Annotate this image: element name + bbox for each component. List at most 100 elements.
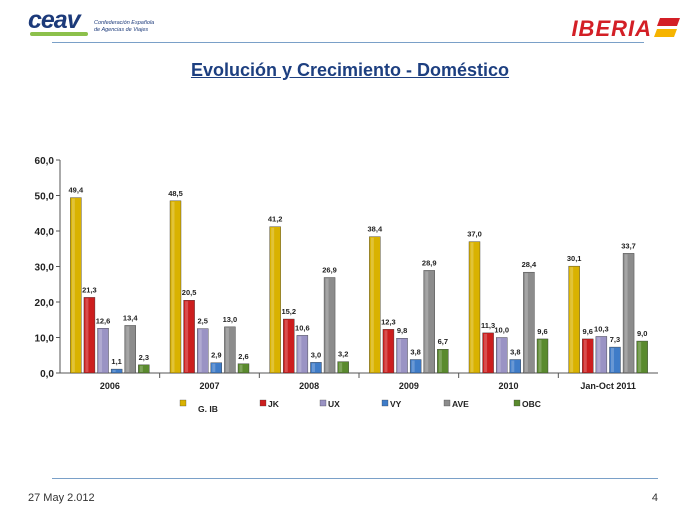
ceav-logo-subtitle: Confederación Española de Agencias de Vi…: [94, 20, 174, 33]
data-label: 12,6: [96, 316, 111, 325]
data-label: 37,0: [467, 230, 482, 239]
data-label: 2,5: [197, 317, 207, 326]
bar-highlight: [99, 329, 103, 372]
y-tick-label: 50,0: [35, 192, 55, 203]
data-label: 9,8: [397, 326, 407, 335]
data-label: 2,3: [139, 353, 149, 362]
bar-highlight: [384, 330, 388, 372]
legend-label: UX: [328, 399, 340, 409]
bar: [423, 270, 435, 374]
bar: [622, 253, 635, 374]
bar-highlight: [339, 362, 343, 372]
data-label: 9,0: [637, 329, 647, 338]
bar: [595, 336, 608, 374]
bar-highlight: [325, 278, 329, 372]
data-label: 48,5: [168, 189, 183, 198]
x-tick-label: 2008: [299, 381, 319, 391]
data-label: 49,4: [69, 186, 84, 195]
bar-highlight: [284, 320, 288, 372]
data-label: 38,4: [368, 225, 383, 234]
bar-highlight: [570, 267, 574, 372]
bar: [523, 271, 535, 374]
data-label: 3,8: [410, 348, 420, 357]
bar-highlight: [583, 339, 587, 372]
bar: [437, 349, 449, 374]
bar: [337, 361, 349, 374]
slide-title: Evolución y Crecimiento - Doméstico: [190, 60, 510, 80]
data-label: 28,4: [522, 260, 537, 269]
data-label: 21,3: [82, 285, 97, 294]
bar-highlight: [610, 348, 614, 372]
bar-highlight: [298, 336, 302, 372]
data-label: 2,9: [211, 351, 221, 360]
legend-label: JK: [268, 399, 280, 409]
legend-swatch: [259, 399, 267, 407]
bar-highlight: [538, 339, 542, 372]
bar: [568, 265, 580, 374]
x-tick-label: 2009: [399, 381, 419, 391]
ceav-sub-line-2: de Agencias de Viajes: [94, 26, 149, 33]
y-tick-label: 0,0: [40, 369, 54, 380]
bar: [283, 318, 295, 374]
bar: [183, 300, 195, 374]
data-label: 3,8: [510, 348, 520, 357]
bar-highlight: [370, 237, 374, 372]
y-tick-label: 30,0: [35, 263, 55, 274]
bar: [169, 200, 182, 374]
bar-highlight: [271, 227, 275, 372]
data-label: 1,1: [111, 357, 121, 366]
y-tick-label: 60,0: [35, 156, 55, 167]
data-label: 2,6: [238, 352, 248, 361]
data-label: 10,0: [494, 326, 509, 335]
x-tick-label: 2007: [199, 381, 219, 391]
bar: [310, 362, 322, 374]
bar-highlight: [198, 329, 202, 372]
bar: [269, 226, 281, 374]
bar-highlight: [185, 301, 189, 372]
bar: [70, 197, 82, 374]
bar: [138, 364, 150, 374]
bar-highlight: [638, 342, 642, 372]
bar: [196, 328, 209, 374]
bar: [224, 326, 236, 374]
bar: [296, 335, 309, 374]
bar: [536, 338, 549, 374]
bar: [396, 338, 408, 374]
bar: [496, 337, 508, 374]
legend-label: AVE: [452, 399, 469, 409]
legend-swatch: [443, 399, 451, 407]
y-tick-label: 10,0: [35, 334, 55, 345]
bar-highlight: [85, 298, 89, 372]
bar-highlight: [171, 201, 175, 372]
legend-label: VY: [390, 399, 402, 409]
ceav-logo-text: ceav: [28, 6, 81, 34]
bar-highlight: [239, 364, 243, 372]
legend-label: G. IB: [198, 404, 218, 414]
bar: [609, 346, 621, 374]
data-label: 33,7: [621, 241, 636, 250]
legend-swatch: [179, 399, 187, 407]
data-label: 10,6: [295, 323, 310, 332]
bar-highlight: [398, 339, 402, 372]
header-divider: [52, 42, 644, 43]
bar: [369, 236, 381, 374]
bar: [110, 368, 123, 374]
y-tick-label: 20,0: [35, 298, 55, 309]
bar: [237, 363, 250, 374]
x-tick-label: 2010: [498, 381, 518, 391]
bar: [97, 328, 109, 374]
data-label: 6,7: [438, 337, 448, 346]
bar: [409, 359, 422, 374]
data-label: 28,9: [422, 258, 437, 267]
iberia-logo-mark: [654, 18, 680, 37]
bar: [482, 332, 494, 374]
bar: [83, 297, 96, 374]
bar-highlight: [225, 327, 229, 372]
bar: [124, 325, 136, 374]
iberia-logo-text: IBERIA: [571, 16, 652, 41]
bar-highlight: [411, 360, 415, 372]
bar: [382, 329, 395, 374]
bar-highlight: [597, 337, 601, 372]
bar-highlight: [624, 254, 628, 372]
